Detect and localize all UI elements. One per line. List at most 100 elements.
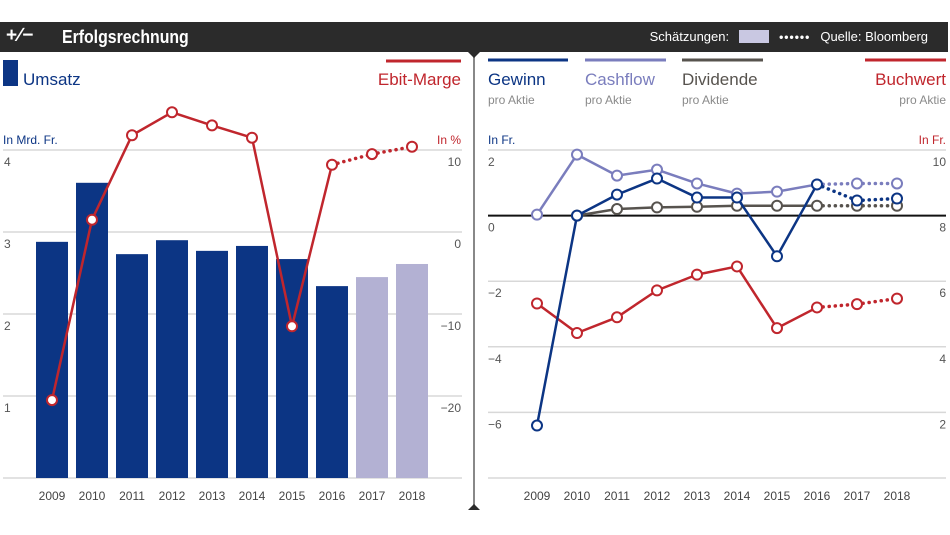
plus-minus-logo: +∕−	[6, 25, 35, 46]
buchwert-point	[851, 298, 863, 311]
ebit-marge-segment	[330, 152, 374, 167]
buchwert-point	[611, 311, 623, 324]
right-chart: 2 0 −2 −4 −6 10 8 6 4 2 2009 2010 2011 2012 2013 2014 20…	[488, 148, 946, 503]
ebit-marge-segment	[250, 136, 294, 328]
umsatz-bar	[36, 241, 68, 478]
buchwert-segment	[575, 316, 619, 335]
cashflow-segment	[615, 168, 659, 177]
right-chart-left-unit: In Fr.	[488, 133, 515, 147]
legend-cashflow-sub: pro Aktie	[585, 93, 632, 107]
gewinn-point	[891, 192, 903, 205]
right-tick-label: −20	[441, 401, 462, 415]
ebit-marge-segment	[370, 144, 414, 156]
gewinn-point	[691, 191, 703, 204]
umsatz-legend-swatch	[3, 60, 18, 86]
ebit-marge-segment	[170, 111, 214, 127]
right-tick-label: 8	[939, 221, 946, 235]
cashflow-segment	[535, 153, 579, 216]
ebit-marge-segment	[290, 163, 334, 328]
gewinn-segment	[815, 182, 859, 203]
umsatz-bar	[116, 254, 148, 478]
cashflow-point	[611, 169, 623, 182]
year-label: 2016	[319, 489, 346, 503]
dividende-segment	[695, 204, 739, 208]
cashflow-segment	[655, 168, 699, 185]
gewinn-point	[851, 194, 863, 207]
dividende-point	[651, 201, 663, 214]
gewinn-segment	[655, 177, 699, 199]
umsatz-bar	[76, 182, 108, 479]
year-label: 2010	[79, 489, 106, 503]
buchwert-segment	[615, 289, 659, 319]
left-tick-label: −6	[488, 417, 502, 431]
dividende-segment	[655, 205, 699, 209]
cashflow-segment	[575, 153, 619, 177]
ebit-marge-point	[246, 131, 258, 144]
cashflow-point	[691, 177, 703, 190]
buchwert-point	[531, 297, 543, 310]
right-tick-label: −10	[441, 319, 462, 333]
legend-buchwert-sub: pro Aktie	[899, 93, 946, 107]
buchwert-point	[571, 327, 583, 340]
umsatz-bar	[276, 259, 308, 478]
dividende-point	[771, 199, 783, 212]
gewinn-point	[651, 172, 663, 185]
right-tick-label: 10	[448, 155, 462, 169]
year-label: 2012	[159, 489, 186, 503]
header-legend: Schätzungen: •••••• Quelle: Bloomberg	[650, 29, 928, 44]
ebit-marge-point	[406, 140, 418, 153]
left-tick-label: 2	[488, 155, 495, 169]
year-label: 2018	[884, 489, 911, 503]
cashflow-segment	[815, 181, 859, 187]
cashflow-point	[571, 148, 583, 161]
ebit-marge-point	[46, 394, 58, 407]
cashflow-point	[851, 177, 863, 190]
year-label: 2017	[359, 489, 386, 503]
left-chart: 4 3 2 1 10 0 −10 −20 2009 2010 2011 2012 2013 2014 201…	[3, 106, 462, 503]
ebit-marge-segment	[210, 124, 254, 139]
buchwert-segment	[735, 265, 779, 330]
gewinn-point	[811, 178, 823, 191]
year-label: 2015	[764, 489, 791, 503]
ebit-marge-segment	[130, 111, 174, 137]
ebit-marge-point	[206, 119, 218, 132]
left-tick-label: 3	[4, 237, 11, 251]
left-tick-label: 4	[4, 155, 11, 169]
year-label: 2011	[604, 489, 630, 503]
gewinn-segment	[775, 183, 819, 258]
left-tick-label: −2	[488, 286, 502, 300]
gewinn-point	[731, 191, 743, 204]
year-label: 2012	[644, 489, 671, 503]
cashflow-point	[531, 208, 543, 221]
legend-gewinn-sub: pro Aktie	[488, 93, 535, 107]
umsatz-bar	[356, 277, 388, 478]
gewinn-point	[531, 419, 543, 432]
gewinn-point	[571, 209, 583, 222]
gewinn-segment	[615, 177, 659, 196]
buchwert-segment	[815, 302, 859, 310]
year-label: 2016	[804, 489, 831, 503]
ebit-marge-point	[366, 148, 378, 161]
buchwert-segment	[775, 306, 819, 330]
legend-gewinn: Gewinn	[488, 70, 546, 89]
right-tick-label: 6	[939, 286, 946, 300]
gewinn-segment	[855, 196, 899, 203]
ebit-marge-segment	[50, 218, 94, 402]
buchwert-point	[651, 284, 663, 297]
buchwert-point	[731, 260, 743, 273]
gewinn-point	[771, 250, 783, 263]
gewinn-segment	[535, 214, 579, 427]
dividende-point	[811, 199, 823, 212]
year-label: 2013	[684, 489, 711, 503]
ebit-marge-point	[126, 129, 138, 142]
right-tick-label: 4	[939, 352, 946, 366]
legend-buchwert: Buchwert	[875, 70, 946, 89]
year-label: 2014	[239, 489, 266, 503]
cashflow-segment	[695, 182, 739, 195]
header-bar: +∕− Erfolgsrechnung Schätzungen: •••••• …	[0, 22, 948, 52]
buchwert-segment	[695, 265, 739, 276]
estimate-swatch	[739, 30, 770, 43]
ebit-marge-point	[86, 213, 98, 226]
year-label: 2018	[399, 489, 426, 503]
year-label: 2015	[279, 489, 306, 503]
